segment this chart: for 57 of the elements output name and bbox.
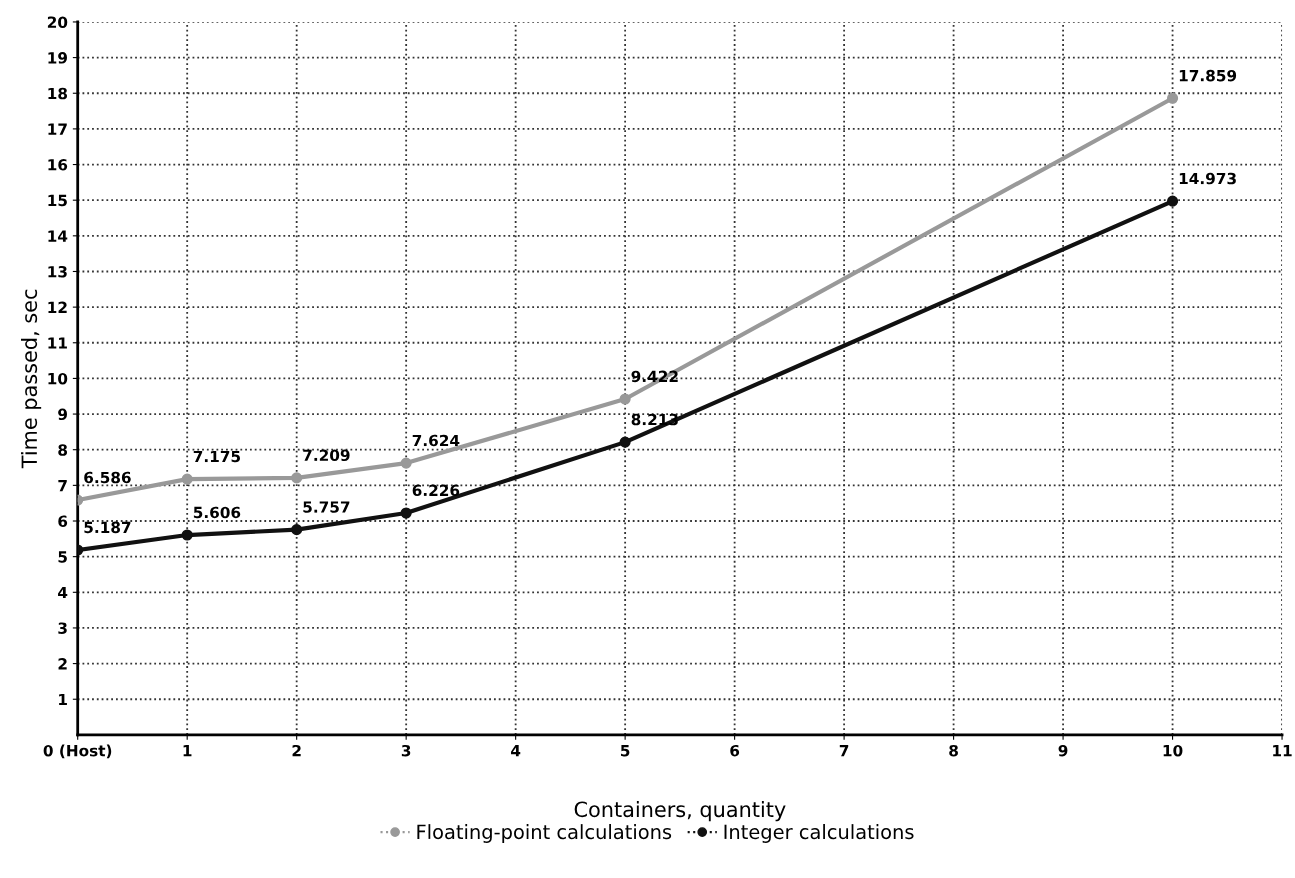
point — [181, 473, 193, 485]
point — [181, 529, 193, 541]
point — [619, 393, 631, 405]
legend-label: Floating-point calculations — [417, 824, 672, 843]
point — [619, 436, 631, 448]
data-label: 7.209 — [303, 449, 350, 462]
y-tick-label: 3 — [58, 622, 67, 634]
data-label: 5.606 — [193, 506, 241, 519]
y-tick-label: 20 — [47, 16, 68, 28]
y-tick-label: 2 — [58, 658, 67, 670]
y-tick-label: 14 — [48, 230, 68, 242]
y-tick-label: 10 — [48, 372, 68, 385]
x-tick-label: 5 — [621, 745, 630, 757]
data-label: 6.226 — [412, 484, 460, 497]
x-tick-label: 3 — [401, 744, 411, 757]
y-tick-label: 18 — [48, 87, 68, 100]
x-tick-label: 2 — [292, 744, 301, 757]
y-tick-label: 9 — [58, 408, 67, 421]
point — [1167, 195, 1179, 207]
x-axis-title: Containers, quantity — [574, 801, 786, 822]
data-label: 9.422 — [631, 370, 678, 383]
y-axis-title: Time passed, sec — [21, 289, 42, 469]
data-label: 7.175 — [193, 450, 240, 463]
x-tick-label: 1 — [183, 745, 192, 757]
x-tick-label: 0 (Host) — [43, 744, 112, 759]
y-tick-label: 12 — [48, 301, 67, 313]
y-tick-label: 4 — [58, 586, 68, 599]
y-tick-label: 8 — [58, 444, 68, 456]
y-tick-label: 6 — [58, 515, 68, 528]
x-tick-label: 8 — [949, 744, 958, 757]
point — [400, 457, 412, 469]
y-tick-label: 7 — [58, 480, 67, 492]
y-tick-label: 5 — [58, 551, 67, 563]
data-label: 17.859 — [1179, 69, 1237, 82]
y-tick-label: 17 — [48, 123, 67, 135]
x-tick-label: 4 — [511, 745, 521, 757]
x-tick-label: 6 — [730, 744, 740, 757]
data-label: 6.586 — [84, 471, 131, 484]
y-tick-label: 1 — [59, 693, 67, 706]
data-label: 14.973 — [1179, 172, 1236, 185]
y-tick-label: 13 — [48, 265, 67, 278]
x-tick-label: 10 — [1163, 744, 1183, 757]
data-label: 5.757 — [303, 501, 350, 513]
point — [400, 507, 412, 519]
y-tick-label: 15 — [48, 194, 67, 207]
x-tick-label: 11 — [1273, 745, 1292, 757]
y-tick-label: 11 — [48, 337, 67, 349]
point — [291, 524, 303, 536]
point — [1167, 92, 1179, 104]
y-tick-label: 16 — [48, 159, 68, 171]
point — [291, 472, 303, 484]
data-label: 5.187 — [84, 521, 131, 534]
x-tick-label: 9 — [1058, 744, 1068, 757]
legend-label: Integer calculations — [724, 824, 914, 843]
data-label: 7.624 — [412, 434, 460, 447]
y-tick-label: 19 — [48, 52, 67, 64]
x-tick-label: 7 — [839, 745, 849, 757]
